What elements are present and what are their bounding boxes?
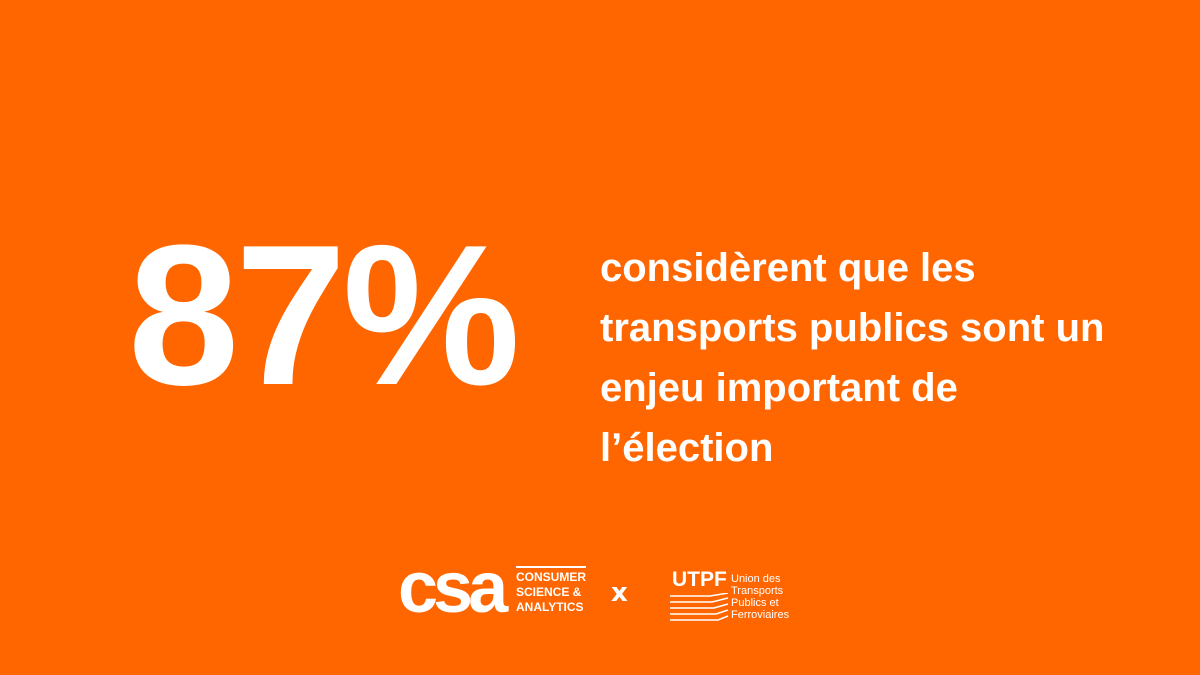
stat-line: enjeu important de — [600, 366, 958, 410]
utpf-line: Union des — [731, 573, 781, 585]
stat-value: 87% — [128, 204, 520, 427]
utpf-line: Publics et — [731, 597, 779, 609]
csa-line: SCIENCE & — [516, 585, 582, 599]
utpf-logo: UTPF — [672, 568, 727, 591]
separator: x — [611, 578, 628, 608]
stat-line: l’élection — [600, 426, 774, 470]
csa-logo: csa — [398, 548, 508, 628]
csa-line: CONSUMER — [516, 570, 587, 584]
stat-line: transports publics sont un — [600, 306, 1105, 350]
utpf-line: Ferroviaires — [731, 609, 790, 621]
stat-text: considèrent que les transports publics s… — [600, 238, 1104, 478]
utpf-stripes — [670, 593, 729, 621]
stat-line: considèrent que les — [600, 246, 976, 290]
csa-tagline: CONSUMER SCIENCE & ANALYTICS — [516, 566, 587, 615]
utpf-line: Transports — [731, 585, 784, 597]
csa-line: ANALYTICS — [516, 600, 584, 614]
utpf-tagline: Union des Transports Publics et Ferrovia… — [731, 573, 789, 621]
